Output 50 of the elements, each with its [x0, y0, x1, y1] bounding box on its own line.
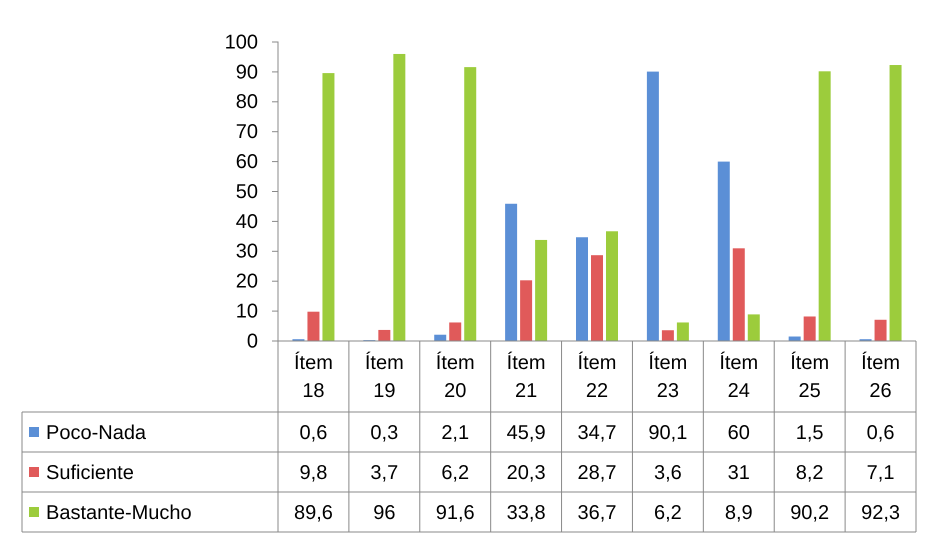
data-label: 91,6 — [436, 502, 475, 524]
y-tick-label: 100 — [224, 31, 258, 54]
y-tick-label: 10 — [236, 300, 258, 322]
x-tick-label: Ítem 20 — [436, 351, 475, 402]
data-label: 7,1 — [866, 462, 894, 484]
data-label: 31 — [728, 462, 750, 484]
data-label: 8,2 — [796, 462, 824, 484]
data-label: 96 — [373, 502, 396, 524]
y-tick-label: 40 — [236, 210, 258, 233]
y-tick-label: 20 — [236, 270, 258, 293]
data-label: 6,2 — [441, 462, 470, 484]
data-label: 9,8 — [300, 462, 328, 484]
data-label: 92,3 — [861, 502, 900, 524]
data-label: 0,6 — [300, 422, 328, 444]
data-label: 1,5 — [796, 422, 824, 444]
y-tick-label: 50 — [236, 180, 258, 203]
data-label: 0,3 — [370, 422, 398, 444]
y-tick-label: 60 — [236, 151, 258, 173]
y-tick-label: 80 — [236, 91, 258, 114]
data-label: 3,7 — [370, 462, 398, 484]
data-label: 90,2 — [790, 502, 830, 524]
data-label: 3,6 — [654, 462, 682, 484]
legend-label: Suficiente — [46, 462, 134, 484]
data-label: 28,7 — [578, 462, 616, 484]
legend-label: Bastante-Mucho — [46, 502, 192, 524]
data-label: 90,1 — [648, 422, 688, 444]
x-tick-label: Ítem 22 — [578, 351, 616, 402]
x-tick-label: Ítem 26 — [861, 351, 900, 402]
data-label: 0,6 — [866, 422, 894, 444]
legend-label: Poco-Nada — [46, 422, 147, 444]
data-label: 45,9 — [506, 422, 546, 444]
x-tick-label: Ítem 21 — [506, 351, 546, 402]
y-tick-label: 70 — [236, 121, 258, 144]
x-tick-label: Ítem 18 — [294, 351, 333, 402]
x-tick-label: Ítem 24 — [719, 351, 758, 402]
y-tick-label: 90 — [236, 61, 258, 84]
data-label: 60 — [728, 422, 750, 444]
data-label: 36,7 — [578, 502, 616, 524]
data-label: 6,2 — [654, 502, 682, 524]
data-label: 2,1 — [441, 422, 470, 444]
data-label: 33,8 — [506, 502, 546, 524]
x-tick-label: Ítem 23 — [648, 351, 688, 402]
y-tick-label: 30 — [236, 240, 258, 263]
x-tick-label: Ítem 25 — [790, 351, 830, 402]
x-tick-label: Ítem 19 — [364, 351, 404, 402]
y-tick-label: 0 — [246, 330, 258, 352]
data-label: 8,9 — [724, 502, 753, 524]
data-label: 20,3 — [506, 462, 546, 484]
data-label: 89,6 — [294, 502, 333, 524]
data-label: 34,7 — [578, 422, 616, 444]
